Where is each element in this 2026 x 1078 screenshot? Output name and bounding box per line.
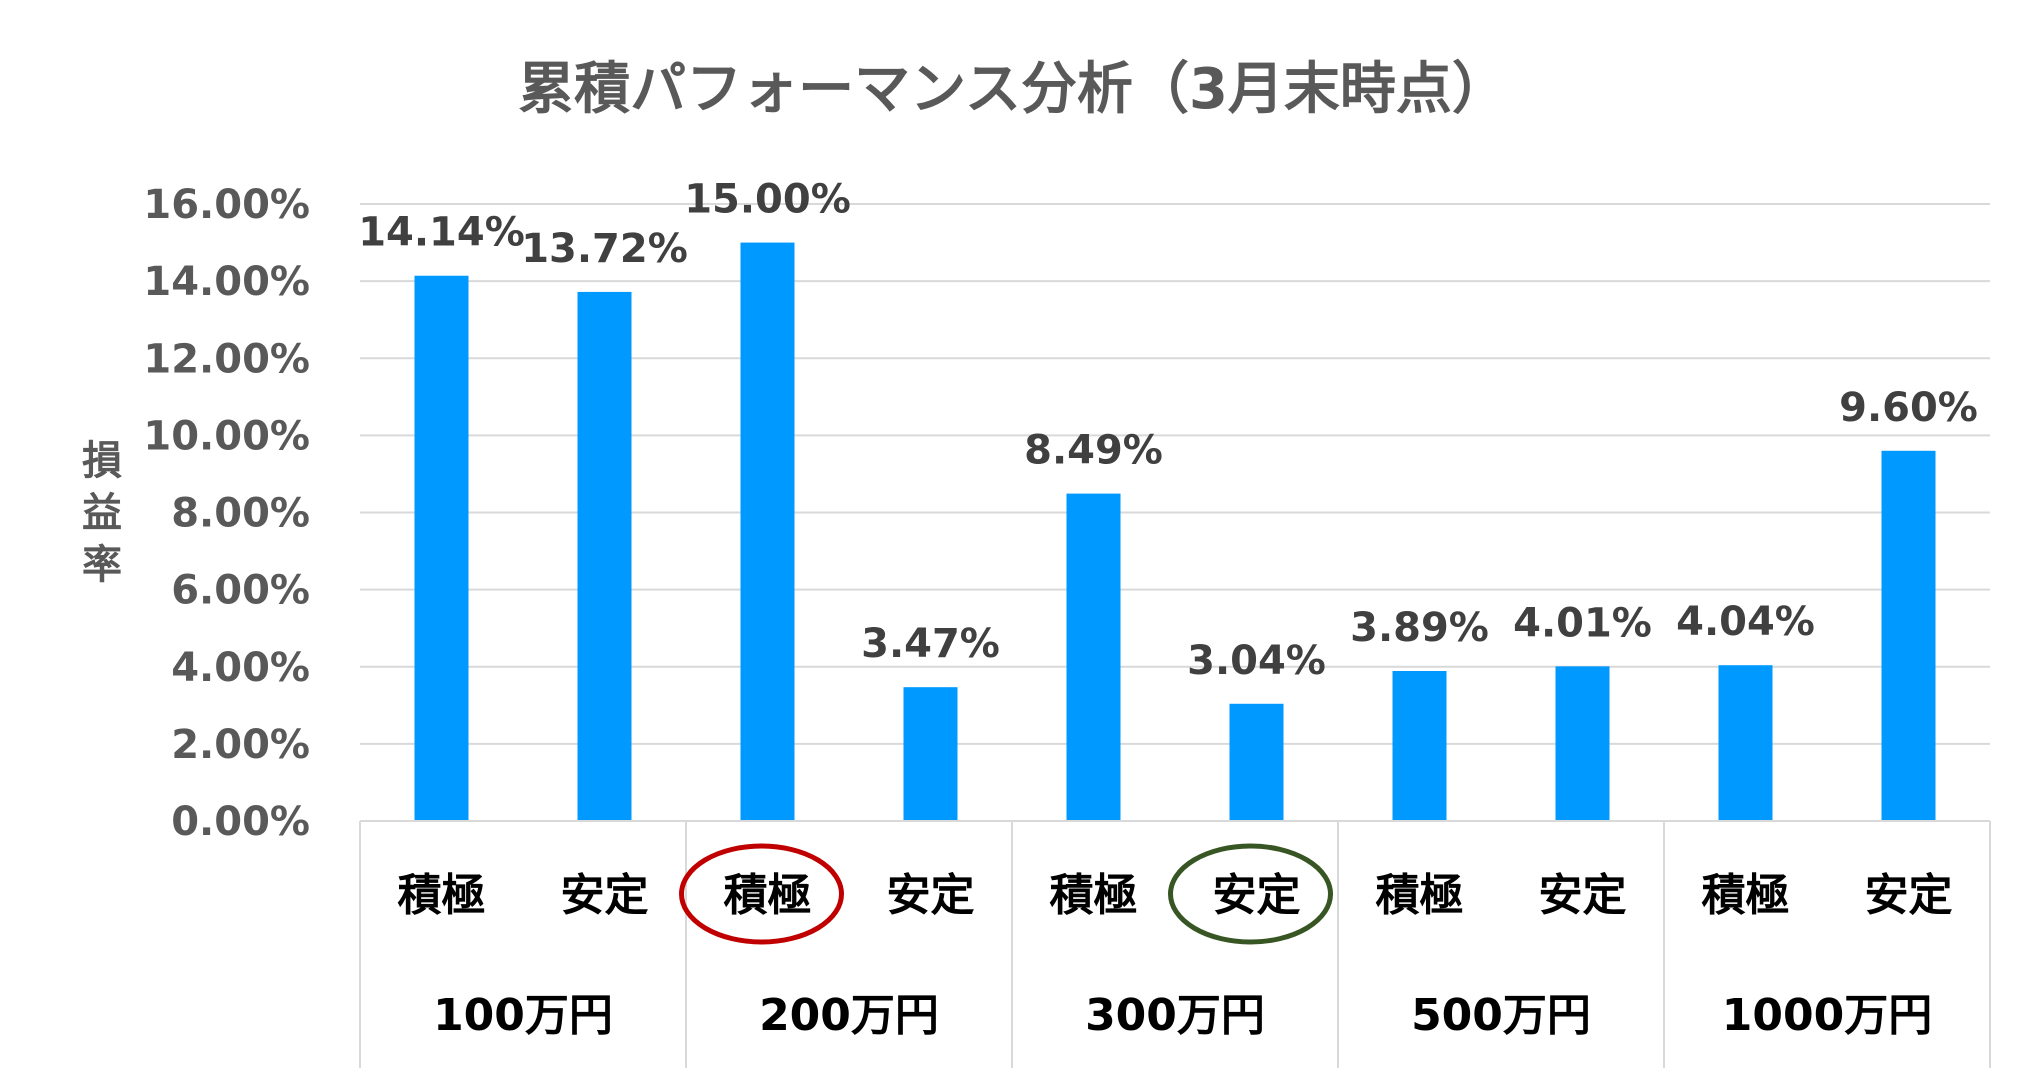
x-axis xyxy=(359,820,1991,1068)
group-label: 300万円 xyxy=(1085,990,1265,1041)
data-label: 4.01% xyxy=(1513,600,1652,646)
category-label: 安定 xyxy=(561,870,649,921)
y-tick-label: 14.00% xyxy=(143,259,310,305)
bars xyxy=(414,242,1936,821)
y-tick-label: 6.00% xyxy=(171,568,310,614)
category-label: 積極 xyxy=(724,870,812,921)
data-label: 3.47% xyxy=(861,621,1000,667)
bar xyxy=(414,275,469,821)
group-label: 200万円 xyxy=(759,990,939,1041)
bar xyxy=(1555,666,1610,821)
group-label: 100万円 xyxy=(433,990,613,1041)
y-axis-label: 損益率 xyxy=(82,438,122,588)
bar xyxy=(903,687,958,821)
y-tick-labels: 0.00% 2.00% 4.00% 6.00% 8.00% 10.00% 12.00% 14.… xyxy=(143,182,310,845)
category-label: 積極 xyxy=(398,870,486,921)
bar xyxy=(1066,493,1121,821)
category-label: 安定 xyxy=(887,870,975,921)
group-labels: 100万円 200万円 300万円 500万円 1000万円 xyxy=(433,990,1932,1041)
data-labels: 14.14%13.72%15.00% 3.47% 8.49% 3.04% 3.89% 4.… xyxy=(358,177,1978,684)
y-axis-label-char: 率 xyxy=(82,542,122,588)
y-tick-label: 2.00% xyxy=(171,722,310,768)
data-label: 8.49% xyxy=(1024,428,1163,474)
category-label: 積極 xyxy=(1376,870,1464,921)
data-label: 3.89% xyxy=(1350,605,1489,651)
y-tick-label: 8.00% xyxy=(171,491,310,537)
y-tick-label: 0.00% xyxy=(171,799,310,845)
data-label: 14.14% xyxy=(358,210,525,256)
bar xyxy=(740,242,795,821)
category-label: 安定 xyxy=(1213,870,1301,921)
data-label: 3.04% xyxy=(1187,638,1326,684)
y-tick-label: 16.00% xyxy=(143,182,310,228)
bar xyxy=(1881,450,1936,821)
y-axis-label-char: 益 xyxy=(82,490,122,536)
data-label: 15.00% xyxy=(684,177,851,223)
data-label: 9.60% xyxy=(1839,385,1978,431)
category-label: 安定 xyxy=(1539,870,1627,921)
category-label: 積極 xyxy=(1702,870,1790,921)
highlight-circles xyxy=(679,843,1333,945)
y-tick-label: 10.00% xyxy=(143,413,310,459)
data-label: 4.04% xyxy=(1676,599,1815,645)
bar xyxy=(577,291,632,821)
y-axis-label-char: 損 xyxy=(82,438,122,484)
highlight-circle xyxy=(679,843,844,945)
y-tick-label: 4.00% xyxy=(171,645,310,691)
gridlines xyxy=(360,203,1990,745)
y-tick-label: 12.00% xyxy=(143,336,310,382)
category-labels: 積極 安定 積極 安定 積極 安定 積極 安定 積極 安定 xyxy=(398,870,1953,921)
group-label: 1000万円 xyxy=(1722,990,1932,1041)
highlight-circle xyxy=(1168,843,1333,945)
category-label: 積極 xyxy=(1050,870,1138,921)
bar xyxy=(1229,703,1284,821)
category-label: 安定 xyxy=(1865,870,1953,921)
bar xyxy=(1392,670,1447,821)
data-label: 13.72% xyxy=(521,226,688,272)
group-label: 500万円 xyxy=(1411,990,1591,1041)
chart-title: 累積パフォーマンス分析（3月末時点） xyxy=(518,57,1508,122)
bar xyxy=(1718,665,1773,821)
